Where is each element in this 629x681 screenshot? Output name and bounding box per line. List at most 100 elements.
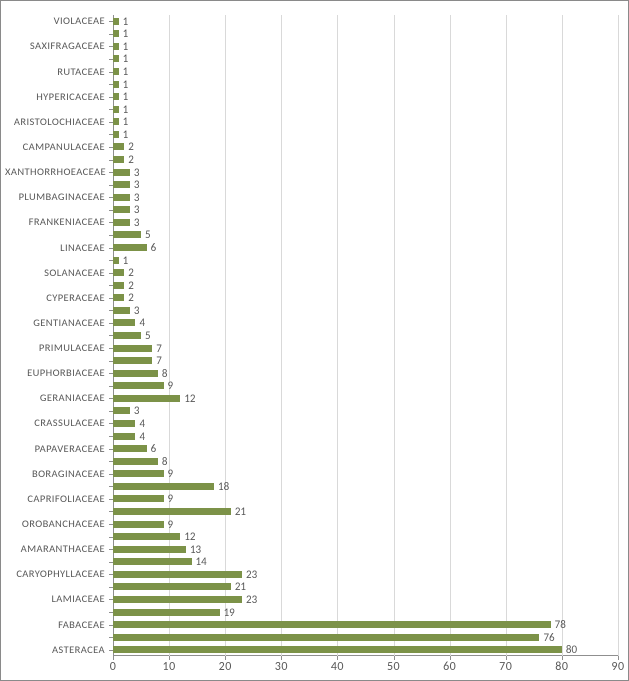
x-tick-label: 30 [275,660,288,674]
bar-row: AMARANTHACEAE13 [113,543,618,556]
bar-row: FABACEAE78 [113,618,618,631]
value-label: 1 [123,53,129,64]
bar [113,169,130,176]
bar [113,118,119,125]
bar [113,43,119,50]
bar-row: 14 [113,555,618,568]
bar-row: 2 [113,279,618,292]
bar [113,319,135,326]
bar [113,156,124,163]
bar-row: 1 [113,53,618,66]
category-label: GENTIANACEAE [5,318,105,329]
bar-row: 76 [113,631,618,644]
bar [113,546,186,553]
bar-row: XANTHORRHOEACEAE3 [113,166,618,179]
value-label: 78 [555,619,566,630]
bar [113,470,164,477]
value-label: 3 [134,217,140,228]
value-label: 1 [123,16,129,27]
value-label: 12 [184,393,195,404]
grid-line [618,15,619,656]
category-label: SAXIFRAGACEAE [5,41,105,52]
value-label: 4 [139,418,145,429]
bar-row: CAMPANULACEAE2 [113,141,618,154]
value-label: 1 [123,255,129,266]
category-label: ASTERACEA [5,645,105,656]
bar-row: BORAGINACEAE9 [113,467,618,480]
x-tick-label: 20 [219,660,232,674]
bar-row: LAMIACEAE23 [113,593,618,606]
bar-row: FRANKENIACEAE3 [113,216,618,229]
bar-row: GERANIACEAE12 [113,392,618,405]
value-label: 9 [168,519,174,530]
value-label: 8 [162,456,168,467]
value-label: 3 [134,204,140,215]
bar-row: SOLANACEAE2 [113,266,618,279]
bar-row: 5 [113,329,618,342]
category-label: OROBANCHACEAE [5,519,105,530]
bar-row: 3 [113,178,618,191]
bar-row: GENTIANACEAE4 [113,317,618,330]
bar-row: 21 [113,581,618,594]
bar [113,357,152,364]
value-label: 6 [151,242,157,253]
value-label: 2 [128,292,134,303]
bar-row: 1 [113,103,618,116]
value-label: 3 [134,405,140,416]
value-label: 2 [128,141,134,152]
bar-row: RUTACEAE1 [113,65,618,78]
bar [113,55,119,62]
bar-row: EUPHORBIACEAE8 [113,367,618,380]
bar [113,257,119,264]
bar [113,634,539,641]
category-label: FABACEAE [5,620,105,631]
value-label: 80 [566,644,577,655]
value-label: 9 [168,468,174,479]
bar-row: 19 [113,606,618,619]
value-label: 1 [123,66,129,77]
bar [113,407,130,414]
category-label: SOLANACEAE [5,268,105,279]
value-label: 3 [134,167,140,178]
bar [113,533,180,540]
value-label: 12 [184,531,195,542]
value-label: 9 [168,380,174,391]
value-label: 21 [235,581,246,592]
value-label: 2 [128,154,134,165]
bar [113,106,119,113]
bar-row: ARISTOLOCHIACEAE1 [113,116,618,129]
bar-row: ASTERACEA80 [113,643,618,656]
bar-row: VIOLACEAE1 [113,15,618,28]
bar-row: 1 [113,254,618,267]
bar [113,483,214,490]
value-label: 4 [139,431,145,442]
bar-row: 1 [113,78,618,91]
category-label: FRANKENIACEAE [5,217,105,228]
bar-row: PAPAVERACEAE6 [113,442,618,455]
bar [113,621,551,628]
value-label: 9 [168,493,174,504]
x-tick-label: 80 [555,660,568,674]
chart-frame: 0102030405060708090ASTERACEA8076FABACEAE… [0,0,629,681]
bar [113,244,147,251]
bar [113,307,130,314]
bar [113,558,192,565]
bar-row: CARYOPHYLLACEAE23 [113,568,618,581]
value-label: 1 [123,28,129,39]
bar [113,458,158,465]
bar-row: OROBANCHACEAE9 [113,518,618,531]
x-tick-label: 60 [443,660,456,674]
category-label: RUTACEAE [5,67,105,78]
value-label: 1 [123,79,129,90]
bar-row: 8 [113,455,618,468]
category-label: CYPERACEAE [5,293,105,304]
bar [113,370,158,377]
bar [113,345,152,352]
bar [113,508,231,515]
value-label: 1 [123,41,129,52]
bar-row: 3 [113,204,618,217]
value-label: 1 [123,91,129,102]
value-label: 2 [128,280,134,291]
bar-row: 9 [113,379,618,392]
bar [113,68,119,75]
